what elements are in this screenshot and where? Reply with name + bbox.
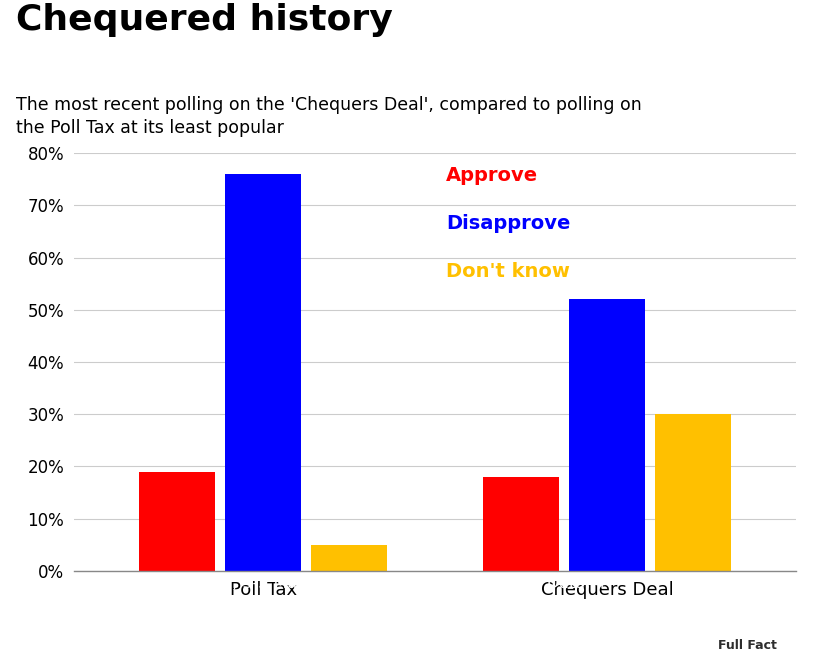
Text: Chequered history: Chequered history xyxy=(16,3,393,38)
Text: Approve: Approve xyxy=(446,166,538,185)
Bar xyxy=(140,472,215,571)
Text: The most recent polling on the 'Chequers Deal', compared to polling on
the Poll : The most recent polling on the 'Chequers… xyxy=(16,96,642,137)
Text: Full Fact: Full Fact xyxy=(718,639,777,652)
Bar xyxy=(311,544,387,571)
Bar xyxy=(569,300,645,571)
Text: Don't know: Don't know xyxy=(446,262,570,280)
Text: Source:: Source: xyxy=(16,576,85,591)
Text: Poll Tax - Ipsos MORI, 3-5 March 1990; Chequers Deal - Sky Data, 4
September 201: Poll Tax - Ipsos MORI, 3-5 March 1990; C… xyxy=(63,576,606,611)
Bar xyxy=(655,414,731,571)
Bar xyxy=(225,174,301,571)
Bar xyxy=(484,477,559,571)
Text: Disapprove: Disapprove xyxy=(446,214,571,233)
